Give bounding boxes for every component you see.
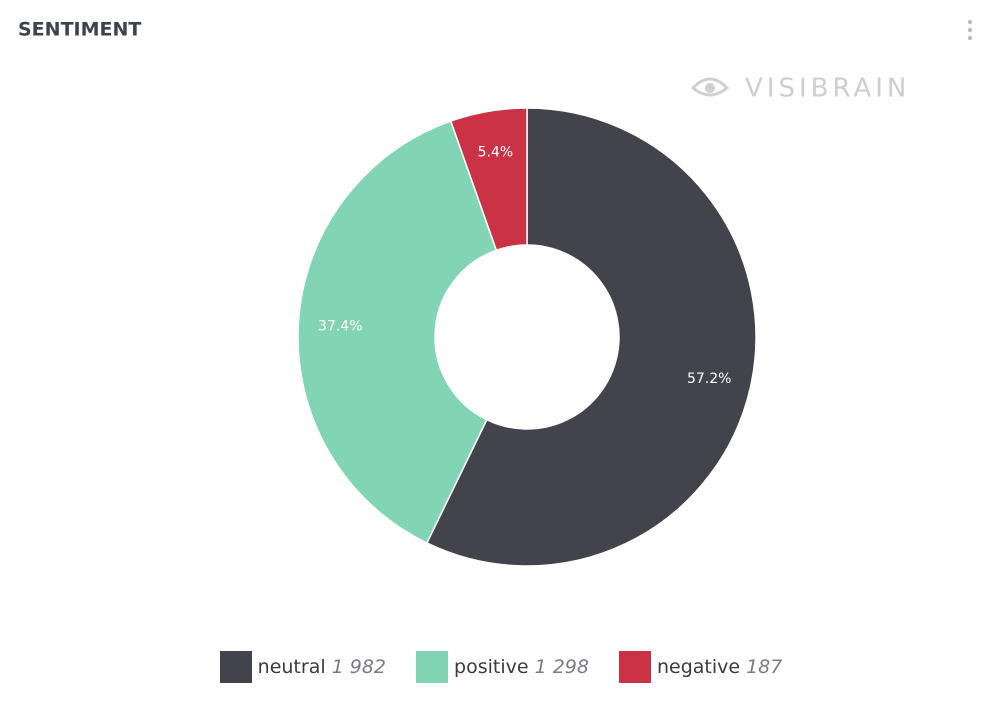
slice — [297, 120, 498, 544]
watermark-logo — [690, 77, 730, 97]
menu-icon[interactable] — [967, 19, 973, 41]
legend-item[interactable]: neutral 1 982 — [219, 651, 387, 683]
chart-title: SENTIMENT — [18, 19, 141, 41]
slice-label: 5.4% — [478, 145, 514, 161]
slice — [425, 107, 757, 567]
legend-swatch — [219, 651, 252, 683]
legend-label: positive — [454, 656, 529, 678]
legend-label: negative — [656, 656, 741, 678]
legend-count: 187 — [746, 656, 783, 678]
watermark: VISIBRAIN — [745, 74, 910, 104]
legend: neutral 1 982 positive 1 298 negative 187 — [0, 651, 1002, 683]
slice — [449, 107, 528, 252]
legend-item[interactable]: negative 187 — [618, 651, 783, 683]
legend-count: 1 298 — [534, 656, 589, 678]
legend-label: neutral — [257, 656, 326, 678]
slice-label: 37.4% — [318, 318, 362, 334]
chart: SENTIMENT VISIBRAIN 57.2% 37.4% 5.4% — [18, 19, 973, 567]
legend-swatch — [416, 651, 449, 683]
legend-count: 1 982 — [331, 656, 387, 678]
legend-swatch — [618, 651, 651, 683]
slice-label: 57.2% — [687, 371, 731, 387]
legend-item[interactable]: positive 1 298 — [416, 651, 589, 683]
